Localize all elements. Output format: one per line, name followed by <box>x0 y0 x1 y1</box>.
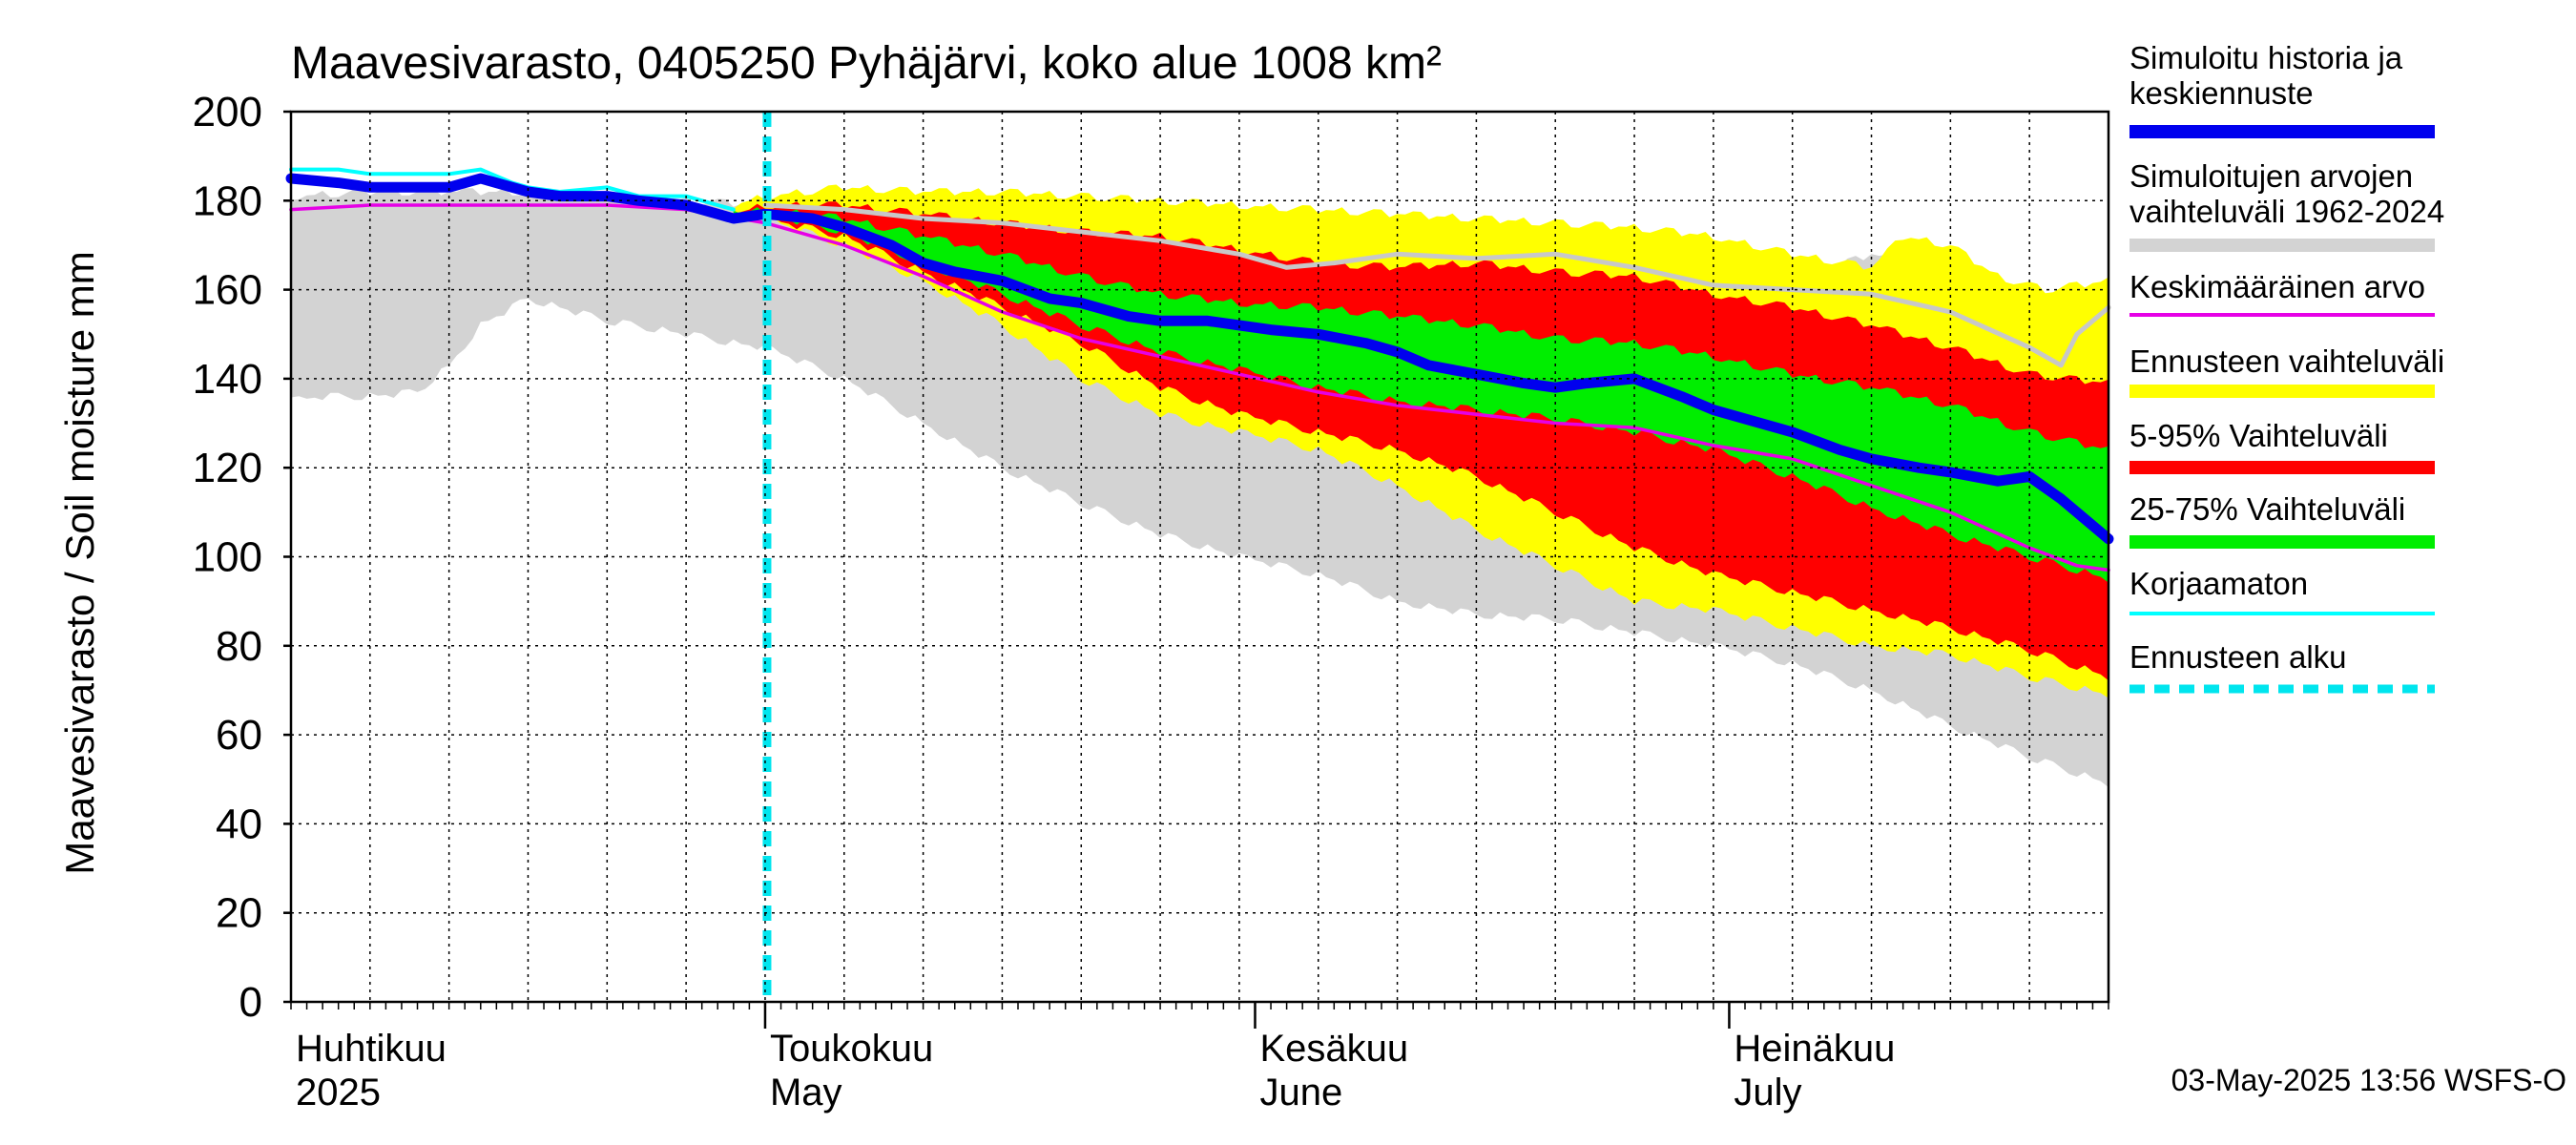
simulated-history-line <box>285 173 2114 545</box>
y-tick-label: 180 <box>193 177 262 224</box>
legend-label: 25-75% Vaihteluväli <box>2129 491 2405 527</box>
x-month-label: Toukokuu <box>770 1028 933 1070</box>
x-month-label: Kesäkuu <box>1259 1028 1408 1070</box>
y-tick-label: 120 <box>193 445 262 491</box>
y-tick-label: 80 <box>216 623 262 670</box>
legend-label: Korjaamaton <box>2129 566 2308 601</box>
x-month-label: Huhtikuu <box>296 1028 447 1070</box>
y-tick-label: 140 <box>193 356 262 403</box>
legend-label: Simuloitujen arvojen <box>2129 158 2413 194</box>
plot-area <box>285 112 2114 1002</box>
y-tick-label: 60 <box>216 712 262 759</box>
y-tick-label: 200 <box>193 89 262 135</box>
y-tick-label: 40 <box>216 801 262 847</box>
footer-timestamp: 03-May-2025 13:56 WSFS-O <box>2171 1063 2566 1097</box>
x-month-label-en: May <box>770 1072 842 1114</box>
legend-label: vaihteluväli 1962-2024 <box>2129 194 2444 229</box>
x-month-label-en: 2025 <box>296 1072 381 1114</box>
legend-label: Simuloitu historia ja <box>2129 40 2403 75</box>
x-month-label-en: June <box>1259 1072 1342 1114</box>
legend-label: Ennusteen vaihteluväli <box>2129 344 2444 379</box>
legend-label: 5-95% Vaihteluväli <box>2129 418 2388 453</box>
chart-title: Maavesivarasto, 0405250 Pyhäjärvi, koko … <box>291 38 1442 89</box>
legend-label: Keskimääräinen arvo <box>2129 269 2425 304</box>
x-month-label-en: July <box>1734 1072 1801 1114</box>
y-tick-label: 160 <box>193 267 262 314</box>
y-tick-label: 0 <box>239 979 262 1026</box>
y-tick-label: 100 <box>193 534 262 581</box>
legend-label: keskiennuste <box>2129 75 2314 111</box>
legend-label: Ennusteen alku <box>2129 639 2347 675</box>
y-tick-label: 20 <box>216 890 262 937</box>
y-axis-label: Maavesivarasto / Soil moisture mm <box>57 251 102 875</box>
x-month-label: Heinäkuu <box>1734 1028 1895 1070</box>
